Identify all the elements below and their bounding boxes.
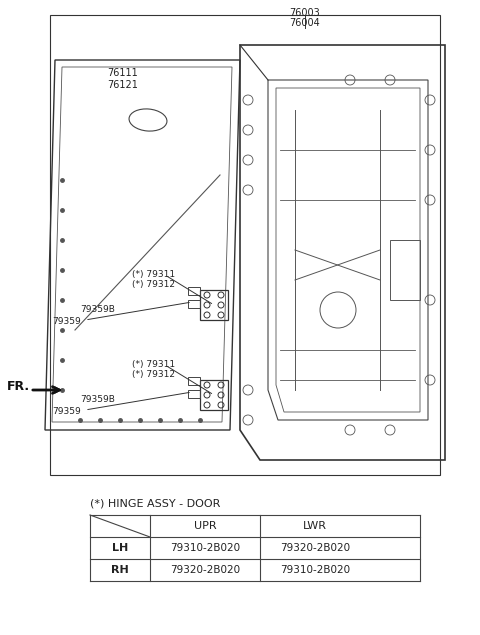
Text: RH: RH <box>111 565 129 575</box>
Bar <box>188 300 200 308</box>
Bar <box>188 287 200 295</box>
Bar <box>200 380 228 410</box>
Text: (*) 79311: (*) 79311 <box>132 360 175 369</box>
Text: 76004: 76004 <box>289 18 320 28</box>
Text: (*) 79311: (*) 79311 <box>132 270 175 279</box>
Text: (*) 79312: (*) 79312 <box>132 370 175 379</box>
Text: 79359: 79359 <box>52 318 81 326</box>
Text: 76121: 76121 <box>107 80 138 90</box>
Bar <box>188 377 200 385</box>
Text: 76003: 76003 <box>289 8 320 18</box>
Text: (*) 79312: (*) 79312 <box>132 280 175 289</box>
Text: 79359B: 79359B <box>80 305 115 314</box>
Bar <box>390 240 420 300</box>
Text: 76111: 76111 <box>107 68 138 78</box>
Text: (*) HINGE ASSY - DOOR: (*) HINGE ASSY - DOOR <box>90 498 220 508</box>
Text: 79359B: 79359B <box>80 396 115 404</box>
Bar <box>188 390 200 398</box>
Bar <box>200 290 228 320</box>
Text: UPR: UPR <box>194 521 216 531</box>
Bar <box>50 15 440 475</box>
Text: FR.: FR. <box>7 380 30 394</box>
Text: LH: LH <box>112 543 128 553</box>
Text: 79320-2B020: 79320-2B020 <box>280 543 350 553</box>
Text: 79310-2B020: 79310-2B020 <box>170 543 240 553</box>
Text: 79320-2B020: 79320-2B020 <box>170 565 240 575</box>
Text: 79310-2B020: 79310-2B020 <box>280 565 350 575</box>
Text: LWR: LWR <box>303 521 327 531</box>
Text: 79359: 79359 <box>52 408 81 417</box>
